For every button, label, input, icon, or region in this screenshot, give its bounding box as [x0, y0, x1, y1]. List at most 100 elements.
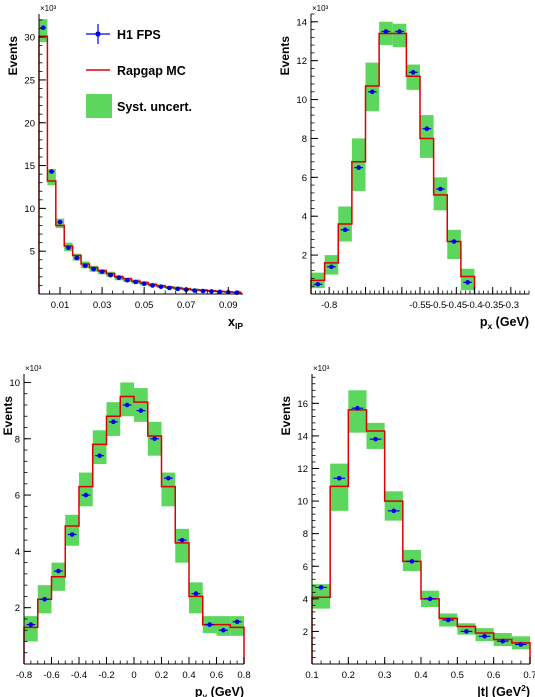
- data-point: [234, 619, 240, 625]
- x-tick-label: -0.4: [71, 670, 87, 681]
- data-point: [108, 272, 113, 278]
- syst-bin: [312, 584, 331, 609]
- data-point: [315, 281, 321, 287]
- y-tick-label: 30: [24, 33, 35, 44]
- data-point: [464, 629, 469, 634]
- panel-px: -0.8 -0.55 -0.5 -0.45 -0.4 -0.35 -0.3 2 4 6 8 10 12 1…: [278, 4, 530, 331]
- x-tick-label: -0.35: [482, 300, 504, 311]
- data-point: [166, 475, 171, 481]
- x-ticks: -0.8 -0.55 -0.5 -0.45 -0.4 -0.35 -0.3: [310, 287, 530, 311]
- data-point: [409, 559, 415, 564]
- y-multiplier: ×10³: [312, 4, 329, 13]
- y-tick-label: 8: [303, 529, 308, 540]
- data-point: [427, 596, 433, 602]
- x-tick-label: -0.45: [446, 300, 468, 311]
- data-point: [99, 269, 105, 275]
- data-point: [74, 255, 80, 261]
- y-tick-label: 14: [296, 17, 307, 28]
- syst-bin: [366, 422, 385, 449]
- data-point: [500, 638, 506, 644]
- syst-bin: [420, 115, 434, 158]
- syst-bin: [175, 528, 189, 563]
- y-ticks: 2 4 6 8 10: [9, 378, 31, 665]
- x-axis-label: py (GeV): [195, 685, 244, 697]
- y-multiplier: ×10³: [313, 364, 330, 373]
- y-axis-label: Events: [279, 396, 293, 436]
- legend-syst-entry: Syst. uncert.: [86, 94, 192, 118]
- data-point: [42, 596, 47, 602]
- data-points: [315, 405, 527, 647]
- data-point: [373, 436, 378, 442]
- y-axis-label: Events: [6, 36, 20, 76]
- legend-mc-label: Rapgap MC: [117, 64, 186, 78]
- data-points: [26, 402, 242, 633]
- data-point: [91, 266, 96, 272]
- data-point: [465, 280, 470, 285]
- x-tick-label: 0: [131, 670, 136, 681]
- legend-data-marker: [95, 31, 101, 37]
- y-tick-label: 10: [24, 204, 35, 215]
- data-point: [221, 627, 226, 633]
- y-ticks: 2 4 6 8 10 12 14 16: [297, 376, 319, 665]
- x-axis-label-sub: IP: [235, 321, 243, 331]
- y-tick-label: 4: [303, 594, 308, 605]
- data-point: [329, 264, 334, 270]
- syst-bin: [216, 616, 231, 636]
- x-tick-label: -0.6: [43, 670, 59, 681]
- data-point: [133, 279, 139, 285]
- y-multiplier: ×10³: [40, 4, 57, 13]
- x-tick-label: 0.5: [451, 670, 464, 681]
- data-point: [217, 289, 223, 295]
- legend-syst-label: Syst. uncert.: [117, 100, 192, 114]
- x-axis-label: xIP: [228, 315, 243, 331]
- data-point: [193, 591, 199, 596]
- y-tick-label: 8: [302, 134, 307, 145]
- x-axis-label: |t| (GeV2): [477, 683, 530, 697]
- syst-band: [39, 19, 241, 294]
- data-point: [69, 532, 75, 537]
- syst-bin: [65, 514, 79, 546]
- syst-bin: [230, 616, 244, 636]
- y-tick-label: 6: [303, 562, 308, 573]
- syst-bin: [106, 402, 121, 436]
- syst-bin: [348, 390, 367, 433]
- data-point: [40, 25, 46, 31]
- y-tick-label: 6: [15, 491, 20, 502]
- y-tick-label: 14: [297, 431, 308, 442]
- syst-bin: [392, 23, 407, 48]
- y-tick-label: 2: [303, 627, 308, 638]
- data-point: [56, 568, 61, 574]
- panel-xip: 0.01 0.03 0.05 0.07 0.09 5 10 15 20 25 30 ×10³ Event…: [6, 4, 243, 331]
- syst-bin: [460, 268, 475, 291]
- syst-bin: [161, 472, 176, 507]
- x-tick-label: 0.01: [51, 300, 70, 311]
- y-multiplier: ×10³: [25, 364, 42, 373]
- y-tick-label: 6: [302, 173, 307, 184]
- x-tick-label: -0.2: [98, 670, 114, 681]
- legend-data-label: H1 FPS: [117, 28, 161, 42]
- data-point: [49, 169, 54, 174]
- syst-bin: [433, 177, 448, 211]
- syst-bin: [24, 616, 38, 642]
- x-axis-label-main: x: [228, 315, 235, 329]
- x-tick-label: 0.4: [414, 670, 427, 681]
- x-tick-label: -0.4: [466, 300, 482, 311]
- data-point: [138, 408, 144, 413]
- data-point: [57, 219, 63, 225]
- data-point: [355, 405, 360, 411]
- x-ticks: -0.8 -0.6 -0.4 -0.2 0 0.2 0.4 0.6 0.8: [16, 657, 251, 681]
- x-tick-label: -0.3: [503, 300, 519, 311]
- x-tick-label: 0.05: [135, 300, 154, 311]
- data-point: [342, 227, 348, 233]
- data-point: [424, 126, 430, 132]
- syst-band: [312, 390, 530, 650]
- x-tick-label: 0.03: [93, 300, 112, 311]
- data-point: [482, 634, 487, 639]
- syst-bin: [39, 19, 48, 43]
- data-point: [97, 453, 102, 458]
- mc-histogram: [311, 409, 531, 664]
- x-tick-label: 0.07: [177, 300, 196, 311]
- x-tick-label: 0.7: [523, 670, 535, 681]
- y-tick-label: 8: [15, 434, 20, 445]
- data-point: [200, 288, 206, 294]
